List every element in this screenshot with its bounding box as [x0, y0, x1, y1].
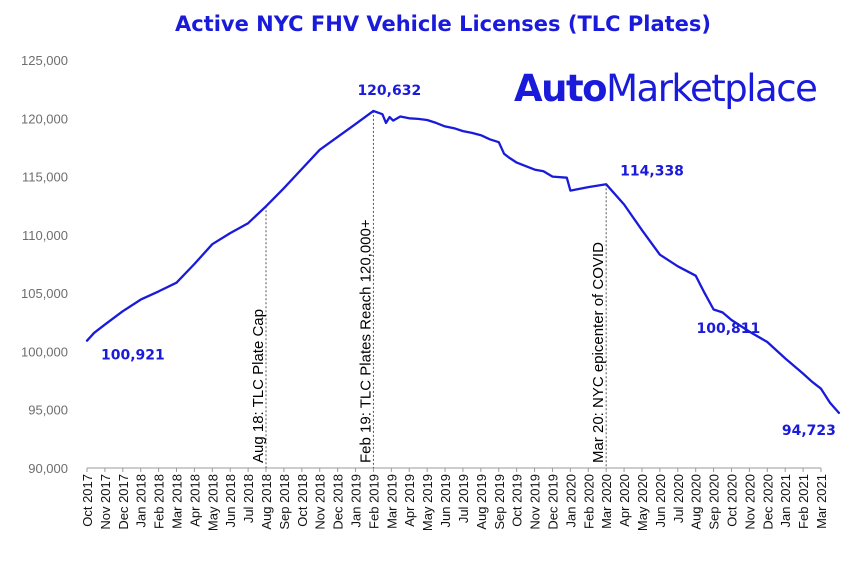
x-tick-label: Sep 2019 [492, 474, 507, 530]
x-tick-label: Jan 2018 [134, 474, 149, 528]
x-tick-label: Jun 2020 [653, 474, 668, 528]
x-tick-label: Sep 2020 [707, 474, 722, 530]
data-labels: 100,921 120,632 114,338 100,811 94,723 [101, 83, 836, 439]
y-tick-label: 105,000 [21, 286, 68, 301]
x-tick-label: Aug 2020 [689, 474, 704, 530]
data-label: 114,338 [620, 163, 684, 179]
x-tick-label: Feb 2020 [581, 474, 596, 529]
annotation-guides: Aug 18: TLC Plate Cap Feb 19: TLC Plates … [250, 110, 607, 468]
x-tick-label: Oct 2018 [295, 474, 310, 527]
annotation-label: Aug 18: TLC Plate Cap [250, 309, 267, 463]
x-tick-label: Sep 2018 [277, 474, 292, 530]
x-tick-label: Nov 2020 [742, 474, 757, 530]
x-tick-label: Mar 2021 [814, 474, 829, 529]
brand-logo: AutoMarketplace [514, 67, 816, 110]
y-tick-label: 120,000 [21, 111, 68, 126]
y-tick-label: 115,000 [22, 170, 68, 185]
y-tick-label: 110,000 [22, 228, 68, 243]
data-label: 100,811 [697, 321, 761, 337]
x-tick-label: Jul 2018 [241, 474, 256, 523]
x-tick-label: Jan 2020 [563, 474, 578, 528]
data-label: 94,723 [782, 423, 836, 439]
y-tick-label: 95,000 [28, 403, 68, 418]
data-label: 100,921 [101, 348, 165, 364]
x-tick-label: Dec 2020 [760, 474, 775, 530]
x-axis: Oct 2017 Nov 2017 Dec 2017 Jan 2018 Feb 2018… [80, 467, 829, 531]
annotation-label: Mar 20: NYC epicenter of COVID [590, 242, 607, 463]
x-tick-label: Aug 2018 [259, 474, 274, 530]
x-tick-label: Nov 2018 [313, 474, 328, 530]
x-tick-label: Jun 2018 [223, 474, 238, 528]
brand-logo-light: Marketplace [606, 67, 816, 110]
series-group [85, 109, 841, 415]
x-tick-label: Apr 2020 [617, 474, 632, 527]
annotation-label: Feb 19: TLC Plates Reach 120,000+ [357, 219, 374, 463]
series-line [85, 109, 841, 415]
x-tick-label: Oct 2019 [510, 474, 525, 527]
x-tick-label: Dec 2017 [116, 474, 131, 530]
x-tick-label: Dec 2019 [545, 474, 560, 530]
x-tick-label: Feb 2018 [152, 474, 167, 529]
x-tick-label: Jan 2019 [349, 474, 364, 528]
x-tick-label: Oct 2020 [724, 474, 739, 527]
x-tick-label: Dec 2018 [331, 474, 346, 530]
y-tick-label: 125,000 [21, 53, 68, 68]
x-tick-label: May 2018 [205, 474, 220, 531]
x-tick-label: Mar 2020 [599, 474, 614, 529]
x-tick-label: Jul 2019 [456, 474, 471, 523]
y-tick-label: 90,000 [28, 461, 68, 476]
x-tick-label: Apr 2018 [187, 474, 202, 527]
x-tick-label: Jan 2021 [778, 474, 793, 528]
x-tick-label: Oct 2017 [80, 474, 95, 527]
brand-logo-bold: Auto [514, 67, 606, 110]
x-tick-label: Nov 2017 [98, 474, 113, 530]
x-tick-label: Aug 2019 [474, 474, 489, 530]
x-tick-label: Nov 2019 [528, 474, 543, 530]
y-axis: 90,000 95,000 100,000 105,000 110,000 115,000… [21, 53, 68, 476]
x-tick-label: May 2019 [420, 474, 435, 531]
x-tick-label: Jul 2020 [671, 474, 686, 523]
x-tick-label: May 2020 [635, 474, 650, 531]
data-label: 120,632 [357, 83, 421, 99]
x-tick-label: Jun 2019 [438, 474, 453, 528]
y-tick-label: 100,000 [21, 344, 68, 359]
x-tick-label: Mar 2018 [170, 474, 185, 529]
chart-title: Active NYC FHV Vehicle Licenses (TLC Pla… [175, 12, 711, 36]
x-tick-label: Feb 2019 [366, 474, 381, 529]
x-tick-label: Mar 2019 [384, 474, 399, 529]
x-tick-label: Apr 2019 [402, 474, 417, 527]
x-tick-label: Feb 2021 [796, 474, 811, 529]
